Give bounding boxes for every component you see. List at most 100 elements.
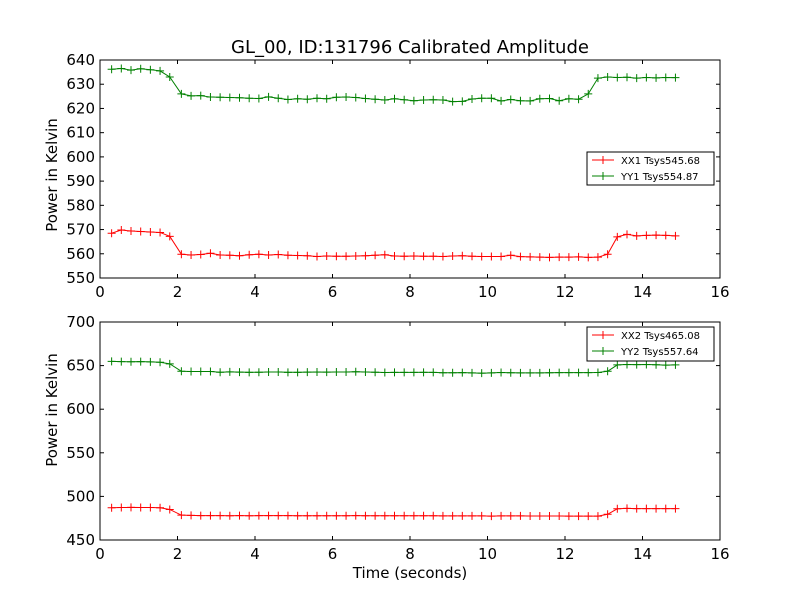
chart-1-series-2-point: [477, 94, 486, 103]
chart-1-ytick-label: 620: [66, 99, 95, 117]
chart-1-ytick-label: 610: [66, 124, 95, 142]
chart-2-ytick-label: 600: [66, 400, 95, 418]
chart-2-series-1-point: [274, 511, 283, 520]
chart-2-series-1-point: [225, 511, 234, 520]
chart-2-series-1-point: [458, 511, 467, 520]
chart-2-xtick-label: 6: [328, 545, 338, 563]
chart-1-series-1-point: [371, 251, 380, 260]
chart-2-series-2-point: [400, 368, 409, 377]
chart-1-legend-label: YY1 Tsys554.87: [620, 172, 699, 183]
chart-2-series-1-point: [545, 512, 554, 521]
chart-1-series-1-point: [448, 251, 457, 260]
chart-2-series-1-point: [642, 504, 651, 513]
chart-1-series-1-point: [613, 232, 622, 241]
chart-2-series-2-point: [671, 360, 680, 369]
chart-2-series-1-point: [448, 511, 457, 520]
chart-2-series-1-point: [196, 511, 205, 520]
chart-2-legend-label: XX2 Tsys465.08: [621, 331, 700, 342]
chart-1-series-1-point: [156, 228, 165, 237]
chart-2-legend-marker: [599, 347, 607, 355]
chart-1-series-1-point: [458, 251, 467, 260]
chart-2-series-2-point: [429, 368, 438, 377]
chart-1-series-1-point: [632, 231, 641, 240]
chart-1-series-2-point: [245, 94, 254, 103]
chart-1-series-1-point: [136, 227, 145, 236]
chart-2-series-1-point: [419, 511, 428, 520]
chart-1-xtick-label: 4: [250, 283, 260, 301]
chart-1-series-1-point: [196, 250, 205, 259]
chart-2-series-1-point: [216, 511, 225, 520]
chart-2-xtick-label: 8: [405, 545, 415, 563]
chart-2-series-1-point: [283, 511, 292, 520]
chart-2-series-1-point: [117, 503, 126, 512]
chart-2-series-1-point: [313, 511, 321, 520]
chart-1-series-1-point: [497, 252, 506, 261]
chart-1-series-1-point: [390, 251, 399, 260]
chart-1-series-1-point: [506, 251, 515, 260]
chart-2-series-2-point: [468, 368, 476, 377]
chart-2-series-2-point: [245, 368, 254, 377]
chart-1-series-2-point: [400, 95, 409, 104]
chart-2-series-2-point: [497, 368, 506, 377]
chart-1-series-1-point: [225, 251, 234, 260]
chart-1-series-2-point: [361, 94, 370, 103]
chart-2-xlabel: Time (seconds): [352, 564, 468, 582]
chart-2-series-2-point: [487, 368, 496, 377]
chart-2-xtick-label: 16: [710, 545, 729, 563]
chart-1-series-2-point: [564, 94, 573, 103]
chart-1-series-2-point: [351, 93, 360, 102]
chart-2-series-1-point: [661, 504, 670, 513]
chart-1-ytick-label: 550: [66, 269, 95, 287]
chart-1-series-2-point: [429, 95, 438, 104]
chart-1-series-1-point: [661, 231, 670, 240]
chart-1-series-1-point: [623, 230, 631, 239]
chart-2-series-2-point: [187, 367, 196, 376]
chart-2-series-1-point: [516, 511, 525, 520]
chart-1-series-1-point: [187, 250, 196, 259]
chart-1-series-2-point: [632, 74, 641, 83]
chart-1-series-2-point: [342, 93, 351, 102]
chart-2-series-1-point: [361, 511, 370, 520]
chart-2-series-1-point: [156, 503, 165, 512]
chart-1-xtick-label: 2: [173, 283, 183, 301]
chart-1-series-2-point: [127, 66, 135, 75]
chart-2-series-2-point: [225, 367, 234, 376]
chart-2-series-2-point: [156, 358, 165, 367]
chart-2-series-1-point: [351, 511, 360, 520]
chart-2-series-2-point: [235, 368, 244, 377]
chart-1-series-2-point: [613, 73, 622, 82]
chart-2-xtick-label: 10: [478, 545, 497, 563]
chart-1-series-1-point: [409, 251, 418, 260]
chart-2-series-2-point: [545, 368, 554, 377]
chart-1-series-2-point: [603, 72, 612, 81]
chart-1-series-1-point: [642, 231, 651, 240]
chart-2-series-1-point: [564, 512, 573, 521]
chart-1-series-1-point: [603, 250, 612, 259]
chart-1-series-2-point: [458, 97, 467, 106]
chart-1-series-2-point: [206, 93, 215, 102]
chart-2-series-2-point: [206, 367, 215, 376]
chart-1-series-1-point: [165, 232, 174, 241]
chart-2-series-1-point: [409, 511, 418, 520]
chart-1-series-1-point: [468, 252, 476, 261]
chart-1-series-2-point: [506, 95, 515, 104]
chart-1-legend-marker: [599, 172, 607, 180]
chart-2-series-2-point: [216, 368, 225, 377]
chart-2-series-1-point: [264, 511, 273, 520]
chart-2-series-2-point: [661, 361, 670, 370]
chart-1-series-2-point: [419, 95, 428, 104]
chart-1-ytick-label: 630: [66, 75, 95, 93]
chart-2-series-1-point: [127, 503, 135, 512]
chart-1-series-2-point: [332, 93, 341, 102]
chart-2-series-1-point: [293, 511, 302, 520]
chart-1-series-1-point: [303, 251, 312, 260]
chart-1-ytick-label: 640: [66, 51, 95, 69]
chart-2-series-2-point: [371, 368, 380, 377]
chart-1-series-1-point: [254, 250, 263, 259]
chart-1-series-2-point: [526, 96, 535, 105]
chart-2-xtick-label: 14: [633, 545, 652, 563]
chart-2-series-1-point: [632, 504, 641, 513]
chart-1-series-2-point: [409, 96, 418, 105]
chart-1-ytick-label: 570: [66, 221, 95, 239]
chart-1-series-2-point: [623, 73, 631, 82]
